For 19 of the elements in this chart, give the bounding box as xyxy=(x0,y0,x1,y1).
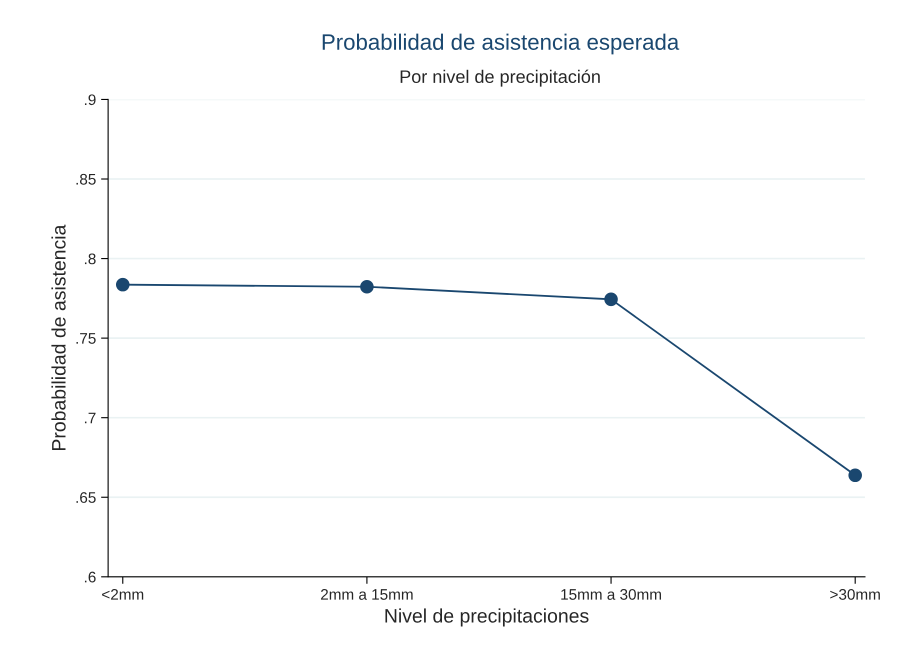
y-tick-label: .6 xyxy=(84,572,96,582)
x-tick-label: >30mm xyxy=(830,589,880,600)
x-tick-label: 15mm a 30mm xyxy=(561,589,661,600)
y-axis-title: Probabilidad de asistencia xyxy=(51,224,66,450)
y-tick-label: .85 xyxy=(76,174,96,185)
y-tick-label: .9 xyxy=(84,94,96,106)
x-tick-label: 2mm a 15mm xyxy=(320,589,413,600)
point xyxy=(116,278,130,292)
x-tick-label: <2mm xyxy=(102,589,144,600)
chart-subtitle: Por nivel de precipitación xyxy=(400,70,600,87)
y-tick-label: .65 xyxy=(76,492,96,503)
point xyxy=(360,280,374,294)
chart-title: Probabilidad de asistencia esperada xyxy=(322,34,680,54)
point xyxy=(848,468,862,482)
point xyxy=(604,292,618,306)
y-tick-label: .8 xyxy=(84,253,96,264)
y-tick-label: .7 xyxy=(84,412,96,424)
x-axis-title: Nivel de precipitaciones xyxy=(385,608,589,627)
y-tick-label: .75 xyxy=(76,333,96,344)
